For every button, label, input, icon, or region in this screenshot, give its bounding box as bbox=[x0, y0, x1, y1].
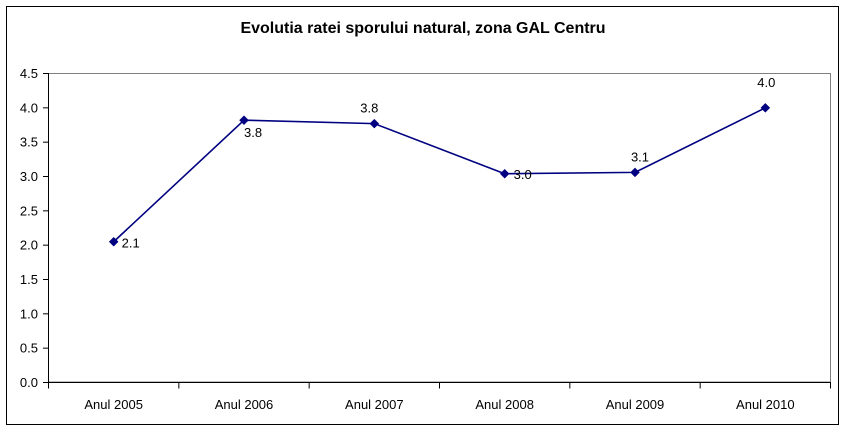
series-line bbox=[113, 107, 766, 243]
y-tick-label: 2.5 bbox=[20, 203, 38, 218]
y-tick-label: 3.0 bbox=[20, 169, 38, 184]
data-point-marker bbox=[760, 102, 771, 113]
data-point-marker bbox=[630, 167, 640, 178]
y-axis-ticks: 0.0 0.5 1.0 1.5 2.0 2.5 3.0 3.5 4.0 4.5 bbox=[20, 66, 49, 390]
x-tick-label: Anul 2007 bbox=[345, 397, 404, 412]
x-tick-label: Anul 2008 bbox=[475, 397, 534, 412]
y-tick-label: 0.5 bbox=[20, 341, 38, 356]
y-tick-label: 1.5 bbox=[20, 272, 38, 287]
data-label: 3.8 bbox=[244, 125, 262, 140]
data-label: 4.0 bbox=[757, 75, 775, 90]
chart-title: Evolutia ratei sporului natural, zona GA… bbox=[240, 20, 605, 37]
x-tick-label: Anul 2005 bbox=[84, 397, 143, 412]
data-labels-group: 2.1 3.8 3.8 3.0 3.1 4.0 bbox=[122, 75, 776, 251]
data-label: 2.1 bbox=[122, 236, 140, 251]
data-point-marker bbox=[239, 115, 249, 126]
data-point-marker bbox=[108, 236, 119, 247]
x-tick-label: Anul 2009 bbox=[606, 397, 665, 412]
series-line-group bbox=[108, 102, 771, 247]
y-tick-label: 0.0 bbox=[20, 375, 38, 390]
data-label: 3.0 bbox=[514, 167, 532, 182]
data-point-marker bbox=[369, 118, 380, 129]
y-tick-label: 3.5 bbox=[20, 135, 38, 150]
data-label: 3.8 bbox=[360, 101, 378, 116]
y-tick-label: 2.0 bbox=[20, 238, 38, 253]
data-label: 3.1 bbox=[631, 149, 649, 164]
data-point-marker bbox=[499, 168, 510, 179]
x-axis-ticks: Anul 2005 Anul 2006 Anul 2007 Anul 2008 Anul… bbox=[48, 382, 831, 412]
x-tick-label: Anul 2010 bbox=[736, 397, 795, 412]
y-tick-label: 4.0 bbox=[20, 100, 38, 115]
y-tick-label: 4.5 bbox=[20, 66, 38, 81]
x-tick-label: Anul 2006 bbox=[215, 397, 274, 412]
plot-area bbox=[48, 73, 831, 383]
y-tick-label: 1.0 bbox=[20, 306, 38, 321]
